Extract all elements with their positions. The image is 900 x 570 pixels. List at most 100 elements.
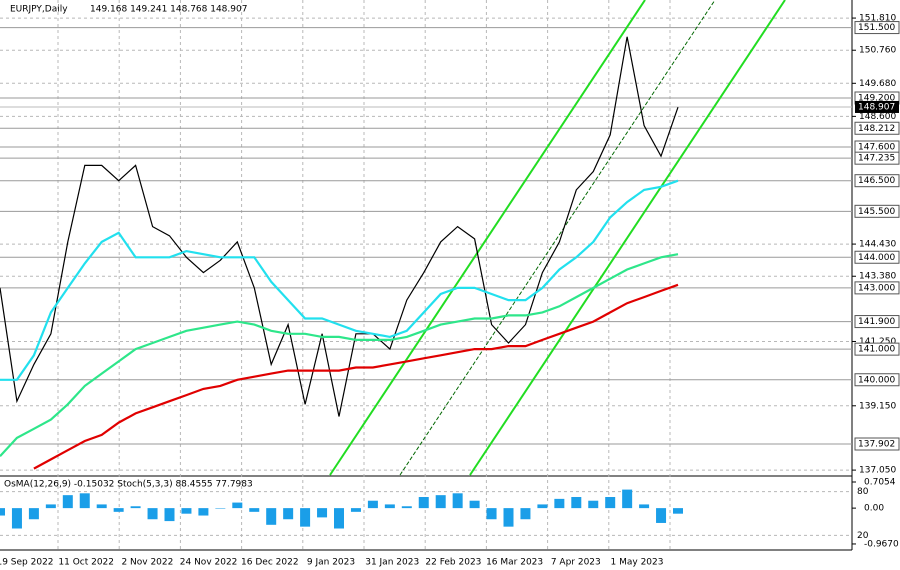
osma-bar (0, 508, 5, 516)
moving-average (0, 179, 679, 381)
osma-bar (45, 504, 56, 509)
x-tick-label: 11 Oct 2022 (58, 558, 114, 568)
level-label: 140.000 (858, 375, 895, 385)
level-label-box (854, 315, 900, 329)
osma-bar (113, 508, 124, 512)
osma-bar (79, 493, 90, 509)
x-tick-label: 24 Nov 2022 (180, 558, 238, 568)
channel-line (329, 0, 646, 476)
stoch-tick-label: 80 (857, 487, 869, 497)
osma-bar (418, 497, 429, 509)
osma-bar (639, 504, 650, 509)
ohlc: 149.168 149.241 148.768 148.907 (90, 5, 247, 15)
level-label: 137.902 (858, 440, 895, 450)
level-label: 144.000 (858, 253, 895, 263)
level-label: 149.200 (858, 94, 895, 104)
osma-bar (588, 500, 599, 509)
level-label-box (854, 121, 900, 135)
stoch-tick-label: 20 (857, 531, 869, 541)
osma-bar (520, 508, 531, 520)
osma-bar (147, 508, 158, 520)
y-tick-label: 143.380 (859, 272, 896, 282)
level-label: 146.500 (858, 176, 895, 186)
osma-bar (367, 500, 378, 509)
level-label-box (854, 281, 900, 295)
y-tick-label: 139.150 (859, 401, 896, 411)
current-price-box (855, 100, 899, 113)
y-tick-label: 144.430 (859, 240, 896, 250)
osma-bar (401, 506, 412, 509)
level-label-box (854, 174, 900, 188)
osma-bar (96, 504, 107, 509)
osma-bar (486, 508, 497, 520)
level-label: 151.500 (858, 23, 895, 33)
level-label-box (854, 151, 900, 165)
channel-lines (329, 0, 786, 476)
osma-bar (181, 508, 192, 514)
price-line (0, 36, 679, 417)
osc-tick-label: 0.00 (864, 504, 884, 514)
level-label: 141.900 (858, 317, 895, 327)
osma-bar (215, 508, 226, 509)
level-label-box (854, 204, 900, 218)
x-tick-label: 22 Feb 2023 (425, 558, 481, 568)
osma-bar (673, 508, 683, 514)
y-tick-label: 141.250 (859, 337, 896, 347)
osma-bar (537, 504, 548, 509)
osma-bar (164, 508, 175, 522)
level-label-box (854, 21, 900, 35)
osma-bar (469, 500, 480, 509)
osma-bar (503, 508, 514, 527)
x-tick-label: 2 Nov 2022 (121, 558, 173, 568)
level-label: 147.600 (858, 143, 895, 153)
oscillator-title: OsMA(12,26,9) -0.15032 Stoch(5,3,3) 88.4… (4, 480, 253, 490)
x-tick-label: 7 Apr 2023 (551, 558, 601, 568)
osma-bar (350, 508, 361, 512)
y-tick-label: 137.050 (859, 466, 896, 476)
y-tick-label: 148.600 (859, 112, 896, 122)
osma-bar (130, 506, 141, 509)
osma-bar (266, 508, 277, 525)
osma-bar (452, 493, 463, 509)
osma-bar (249, 508, 260, 512)
x-tick-label: 16 Mar 2023 (486, 558, 543, 568)
level-label: 141.000 (858, 345, 895, 355)
osma-bar (334, 508, 344, 529)
level-label: 147.235 (858, 154, 895, 164)
osma-bar (28, 508, 39, 520)
x-tick-label: 1 May 2023 (611, 558, 664, 568)
level-label-box (854, 250, 900, 264)
osma-bar (62, 495, 73, 509)
x-tick-label: 16 Dec 2022 (241, 558, 299, 568)
osma-bar (300, 508, 311, 527)
x-tick-label: 31 Jan 2023 (365, 558, 419, 568)
level-label: 148.212 (858, 124, 895, 134)
y-tick-label: 150.760 (859, 46, 896, 56)
x-tick-label: 19 Sep 2022 (0, 558, 54, 568)
x-tick-label: 9 Jan 2023 (307, 558, 355, 568)
moving-average (0, 253, 679, 458)
channel-line (469, 0, 786, 476)
osma-bar (656, 508, 667, 523)
y-tick-label: 149.680 (859, 79, 896, 89)
osma-bar (283, 508, 294, 520)
level-label-box (854, 342, 900, 356)
osma-bar (571, 497, 582, 509)
osma-bar (554, 498, 565, 509)
osma-bar (232, 502, 243, 509)
osma-bar (384, 504, 395, 509)
y-tick-label: 151.810 (859, 14, 896, 24)
osc-tick-label: 0.7054 (864, 477, 896, 487)
current-price-label: 148.907 (858, 102, 895, 112)
osma-bar (605, 497, 616, 509)
moving-average (33, 283, 679, 470)
osc-tick-label: -0.9670 (864, 539, 899, 549)
osma-bar (198, 508, 209, 516)
level-label: 143.000 (858, 283, 895, 293)
level-label-box (854, 373, 900, 387)
level-label: 145.500 (858, 207, 895, 217)
osma-bar (11, 508, 22, 529)
osma-bar (622, 489, 633, 509)
